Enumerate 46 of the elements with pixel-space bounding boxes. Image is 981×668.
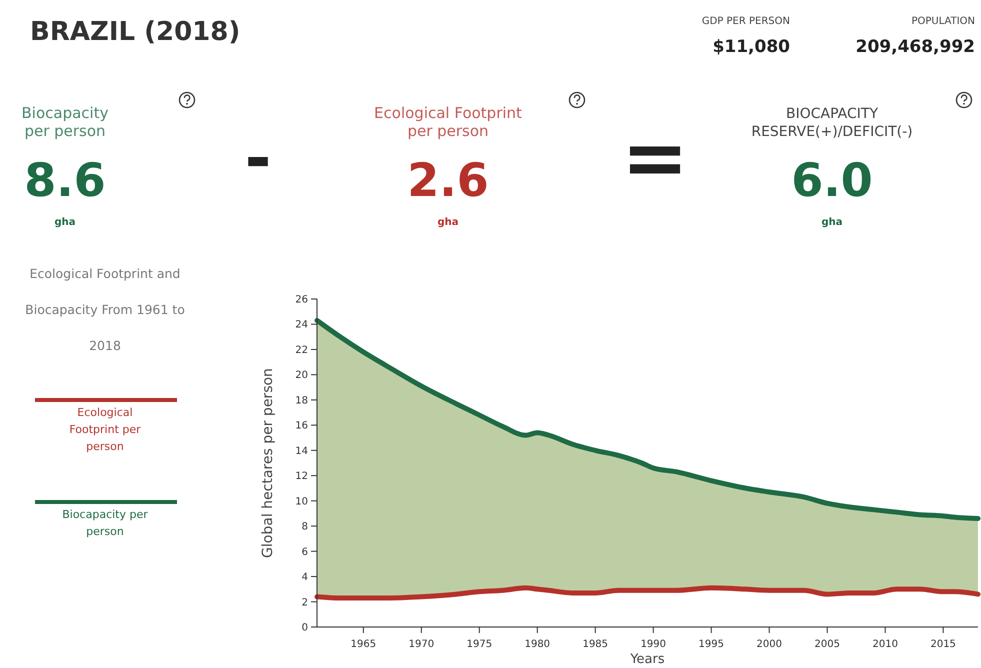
y-tick-label: 22 <box>295 344 308 356</box>
x-tick-label: 1975 <box>466 639 492 650</box>
y-tick-label: 6 <box>302 546 308 558</box>
x-tick-label: 1970 <box>408 639 434 650</box>
x-tick-label: 1995 <box>698 639 724 650</box>
y-tick-label: 14 <box>295 446 308 457</box>
text: = <box>621 111 689 204</box>
y-tick-label: 10 <box>295 496 308 508</box>
y-tick-label: 26 <box>295 294 308 306</box>
x-tick-label: 1985 <box>582 639 608 650</box>
x-tick-label: 1980 <box>524 639 550 650</box>
x-tick-label: 1965 <box>350 639 376 650</box>
text: 209,468,992 <box>856 37 975 57</box>
x-tick-label: 2015 <box>930 639 956 650</box>
text: GDP PER PERSON <box>702 16 790 27</box>
text: $11,080 <box>712 37 790 57</box>
text: - <box>244 122 272 196</box>
y-tick-label: 8 <box>302 522 308 533</box>
text: Biocapacity per person <box>22 104 109 140</box>
text: 2.6 <box>407 153 489 207</box>
chart-title: BRAZIL (2018) <box>30 17 240 47</box>
x-tick-label: 2000 <box>756 639 782 650</box>
y-tick-label: 0 <box>302 622 308 634</box>
y-tick-label: 2 <box>302 597 308 608</box>
text: Ecological Footprint and Biocapacity From 1961 to 2018 <box>25 266 185 353</box>
text: Ecological Footprint per person <box>69 406 142 453</box>
text: 6.0 <box>791 153 873 207</box>
y-tick-label: 24 <box>295 320 308 331</box>
text: gha <box>437 217 459 228</box>
text: Ecological Footprint per person <box>374 104 522 140</box>
y-tick-label: 16 <box>295 420 308 432</box>
x-axis-title: Years <box>629 652 665 667</box>
text: gha <box>821 217 843 228</box>
y-tick-label: 18 <box>295 395 308 406</box>
text: BIOCAPACITY RESERVE(+)/DEFICIT(-) <box>751 106 913 140</box>
text: 8.6 <box>24 153 106 207</box>
text: Biocapacity per person <box>62 508 148 538</box>
text: gha <box>54 217 76 228</box>
x-tick-label: 1990 <box>640 639 666 650</box>
x-tick-label: 2005 <box>814 639 840 650</box>
y-tick-label: 12 <box>295 471 308 482</box>
y-tick-label: 20 <box>295 370 308 382</box>
text: POPULATION <box>911 16 975 27</box>
y-axis-title: Global hectares per person <box>260 368 276 558</box>
y-tick-label: 4 <box>302 572 308 584</box>
x-tick-label: 2010 <box>872 639 898 650</box>
